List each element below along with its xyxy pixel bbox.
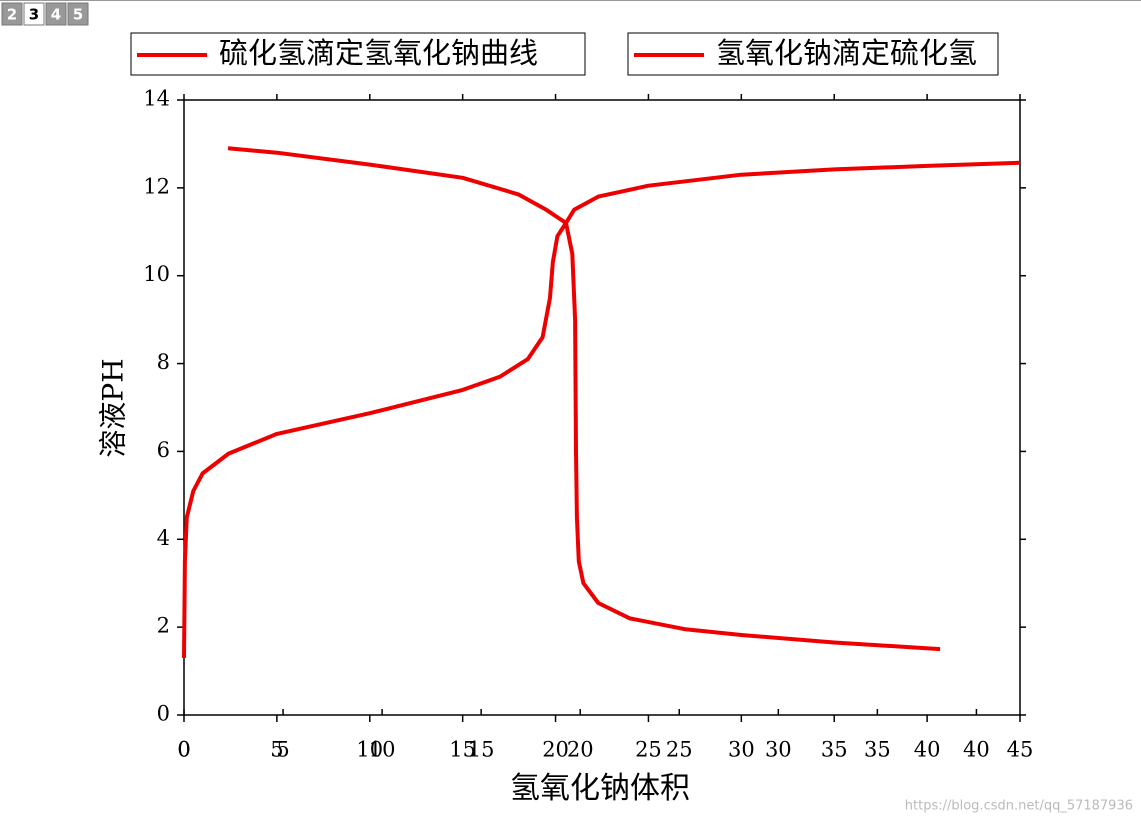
y-tick-label: 12 — [143, 174, 170, 198]
x-tick-label: 20 — [542, 738, 569, 762]
x2-tick-label: 0 — [177, 738, 190, 762]
x2-tick-label: 40 — [963, 738, 990, 762]
y-tick-label: 0 — [157, 702, 170, 726]
tab-button[interactable] — [1, 2, 23, 26]
series-line — [227, 146, 941, 652]
tab-label[interactable]: 5 — [73, 6, 83, 24]
tab-label[interactable]: 2 — [7, 6, 17, 24]
x2-tick-label: 20 — [567, 738, 594, 762]
tab-label[interactable]: 4 — [51, 6, 61, 24]
tab-button[interactable] — [45, 2, 67, 26]
x2-tick-label: 15 — [468, 738, 495, 762]
x-tick-label: 25 — [635, 738, 662, 762]
x2-tick-label: 30 — [765, 738, 792, 762]
x-tick-label: 35 — [821, 738, 848, 762]
watermark: https://blog.csdn.net/qq_57187936 — [905, 799, 1133, 814]
x-tick-label: 5 — [270, 738, 283, 762]
y-tick-label: 2 — [157, 614, 170, 638]
x-tick-label: 45 — [1007, 738, 1034, 762]
tab-button[interactable] — [67, 2, 89, 26]
x-tick-label: 40 — [914, 738, 941, 762]
tab-button[interactable] — [23, 2, 45, 26]
x2-tick-label: 5 — [276, 738, 289, 762]
tab-label[interactable]: 3 — [29, 6, 39, 24]
y-tick-label: 6 — [157, 438, 170, 462]
x2-tick-label: 10 — [369, 738, 396, 762]
axes-box — [183, 99, 1021, 716]
x2-tick-label: 25 — [666, 738, 693, 762]
y-tick-label: 10 — [143, 262, 170, 286]
x-tick-label: 15 — [449, 738, 476, 762]
x-tick-label: 10 — [356, 738, 383, 762]
y-tick-label: 14 — [143, 87, 170, 111]
y-tick-label: 4 — [157, 526, 170, 550]
x-tick-label: 30 — [728, 738, 755, 762]
series-line — [182, 160, 1021, 658]
x2-tick-label: 35 — [864, 738, 891, 762]
legend-label: 硫化氢滴定氢氧化钠曲线 — [219, 36, 538, 70]
y-tick-label: 8 — [157, 350, 170, 374]
x-axis-label: 氢氧化钠体积 — [510, 771, 690, 806]
x-tick-label: 0 — [177, 738, 190, 762]
y-axis-label: 溶液PH — [97, 358, 130, 457]
legend-label: 氢氧化钠滴定硫化氢 — [716, 36, 977, 70]
